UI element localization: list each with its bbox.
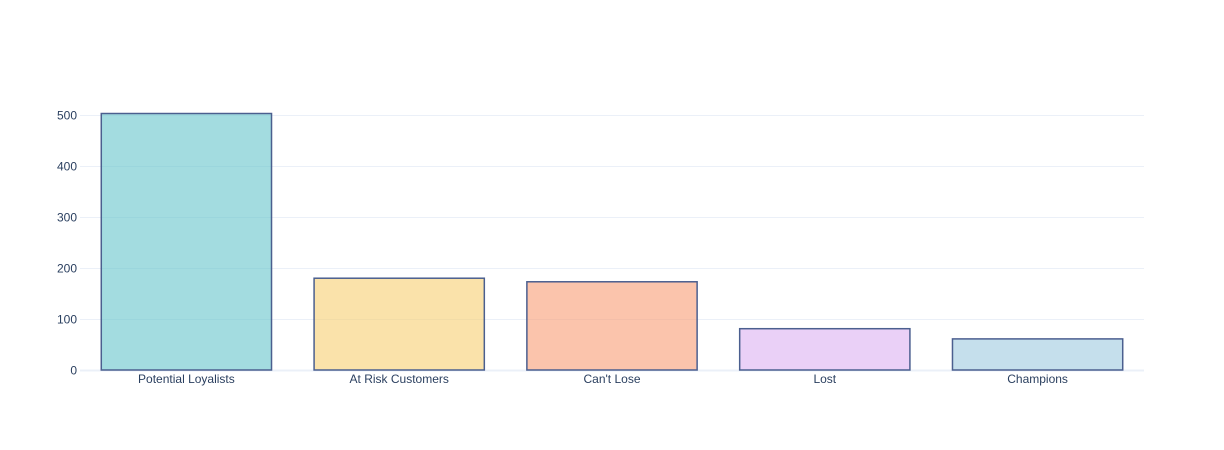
bar-champions[interactable] xyxy=(951,338,1124,371)
y-tick-label: 0 xyxy=(70,364,77,378)
x-axis-tick-labels: Potential Loyalists At Risk Customers Can'… xyxy=(138,372,1068,386)
bar-potential-loyalists[interactable] xyxy=(100,112,273,371)
y-tick-label: 400 xyxy=(57,160,77,174)
y-axis-tick-labels: 0 100 200 300 400 500 xyxy=(57,109,77,378)
x-tick-label: Potential Loyalists xyxy=(138,372,235,386)
x-tick-label: Champions xyxy=(1007,372,1068,386)
bars xyxy=(100,112,1124,371)
bar-at-risk-customers[interactable] xyxy=(313,277,486,371)
y-tick-label: 500 xyxy=(57,109,77,123)
y-tick-label: 200 xyxy=(57,262,77,276)
x-tick-label: At Risk Customers xyxy=(350,372,449,386)
y-tick-label: 100 xyxy=(57,313,77,327)
y-tick-label: 300 xyxy=(57,211,77,225)
bar-lost[interactable] xyxy=(738,327,911,371)
x-tick-label: Lost xyxy=(813,372,836,386)
bar-can-t-lose[interactable] xyxy=(526,281,698,371)
x-tick-label: Can't Lose xyxy=(584,372,641,386)
